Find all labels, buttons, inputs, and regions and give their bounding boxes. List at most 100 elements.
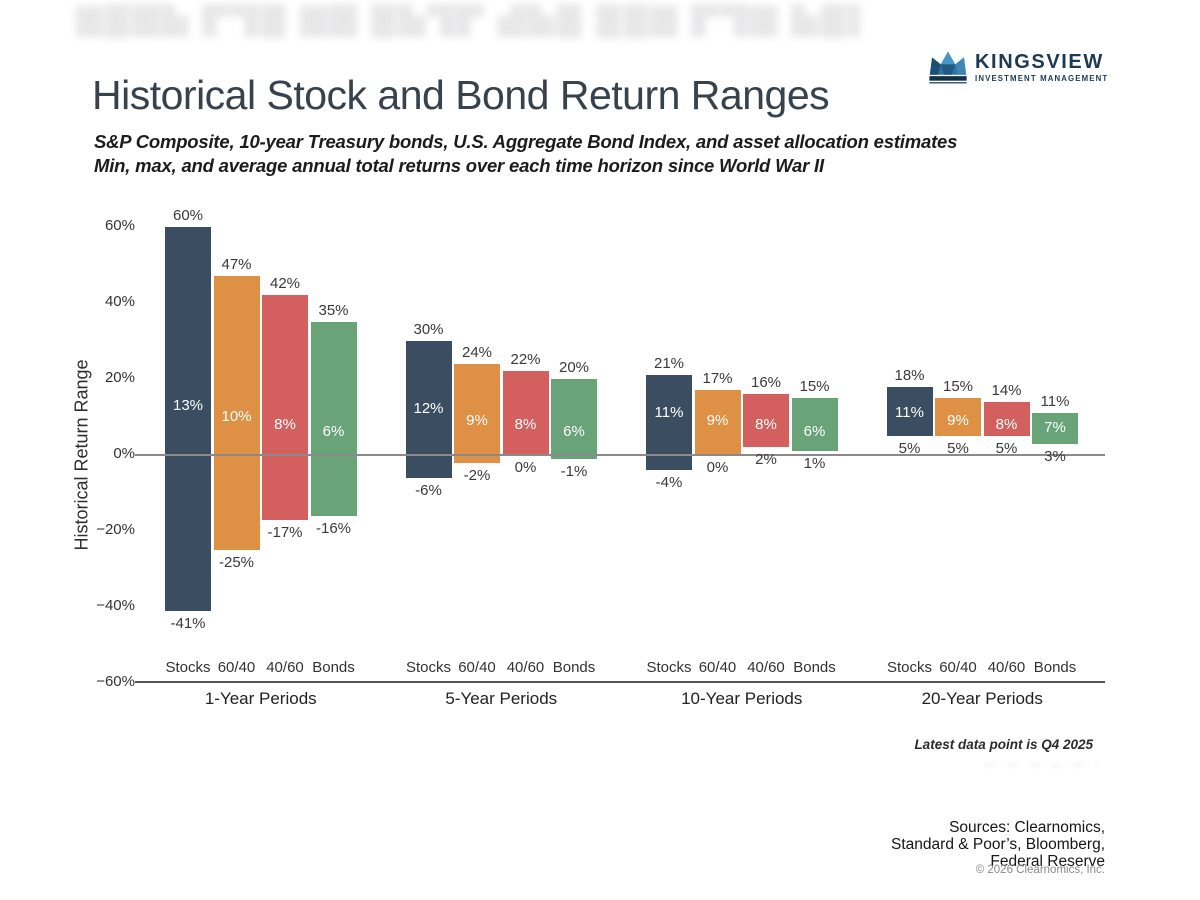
bar-max-label: 21% bbox=[653, 355, 685, 373]
bar-min-label: 1% bbox=[803, 455, 826, 473]
range-bar-bonds bbox=[310, 322, 357, 516]
y-tick-label: 40% bbox=[104, 293, 135, 310]
bar-max-label: 42% bbox=[269, 275, 301, 293]
bar-max-label: 22% bbox=[510, 351, 541, 369]
y-tick-label: −60% bbox=[96, 673, 135, 690]
group-title: 1-Year Periods bbox=[204, 689, 317, 708]
bar-min-label: -1% bbox=[560, 462, 588, 480]
range-bar-40-60 bbox=[502, 371, 549, 455]
bar-avg-label: 8% bbox=[514, 415, 537, 433]
category-label: Bonds bbox=[552, 659, 596, 676]
category-label: Stocks bbox=[886, 659, 932, 676]
page-subtitle: S&P Composite, 10-year Treasury bonds, U… bbox=[94, 130, 957, 178]
subtitle-line-1: S&P Composite, 10-year Treasury bonds, U… bbox=[94, 131, 958, 152]
category-label: 40/60 bbox=[987, 659, 1026, 676]
range-bar-bonds bbox=[791, 398, 838, 452]
range-bar-60-40 bbox=[694, 390, 741, 455]
bar-avg-label: 6% bbox=[563, 423, 585, 441]
range-bar-stocks bbox=[886, 386, 933, 436]
page-title: Historical Stock and Bond Return Ranges bbox=[92, 72, 830, 118]
y-tick-label: 20% bbox=[104, 369, 135, 386]
range-bar-60-40 bbox=[454, 363, 500, 463]
bar-max-label: 60% bbox=[172, 207, 204, 224]
sources-line-3: Federal Reserve bbox=[990, 853, 1105, 870]
bar-min-label: -4% bbox=[655, 474, 683, 492]
bar-avg-label: 11% bbox=[895, 404, 924, 422]
range-bar-60-40 bbox=[935, 398, 981, 436]
bar-max-label: 16% bbox=[750, 374, 782, 392]
category-label: 60/40 bbox=[458, 659, 496, 676]
kingsview-logo: KINGSVIEW INVESTMENT MANAGEMENT bbox=[928, 49, 1108, 86]
x-axis-baseline bbox=[135, 681, 1105, 683]
bar-min-label: -16% bbox=[315, 519, 352, 537]
category-label: Stocks bbox=[646, 659, 692, 676]
bar-avg-label: 13% bbox=[172, 396, 204, 414]
bar-max-label: 17% bbox=[702, 370, 733, 388]
bar-avg-label: 7% bbox=[1044, 419, 1066, 437]
bar-avg-label: 8% bbox=[995, 415, 1018, 433]
range-bar-bonds bbox=[1032, 413, 1078, 444]
group-title: 10-Year Periods bbox=[681, 689, 803, 708]
range-bar-60-40 bbox=[213, 276, 260, 550]
category-label: 40/60 bbox=[266, 659, 304, 676]
sources-line-1: Sources: Clearnomics, bbox=[949, 819, 1105, 836]
bar-max-label: 30% bbox=[413, 321, 444, 338]
bar-max-label: 15% bbox=[942, 378, 974, 395]
y-tick-label: 60% bbox=[104, 217, 135, 234]
bar-avg-label: 9% bbox=[947, 411, 969, 429]
logo-tagline: INVESTMENT MANAGEMENT bbox=[975, 74, 1109, 83]
y-tick-label: −20% bbox=[96, 521, 135, 538]
category-label: 40/60 bbox=[747, 659, 785, 676]
category-label: Bonds bbox=[312, 659, 355, 676]
bar-avg-label: 12% bbox=[413, 400, 444, 418]
range-bar-40-60 bbox=[743, 394, 789, 448]
bar-avg-label: 10% bbox=[221, 408, 252, 425]
bar-max-label: 11% bbox=[1040, 393, 1070, 411]
bar-min-label: -2% bbox=[463, 466, 491, 484]
subtitle-line-2: Min, max, and average annual total retur… bbox=[94, 155, 824, 176]
bar-avg-label: 11% bbox=[654, 404, 684, 422]
bar-max-label: 18% bbox=[894, 366, 925, 384]
category-label: 60/40 bbox=[217, 659, 256, 676]
group-title: 5-Year Periods bbox=[445, 689, 558, 708]
bar-min-label: 5% bbox=[947, 440, 969, 457]
bar-avg-label: 8% bbox=[755, 415, 777, 433]
bar-avg-label: 8% bbox=[274, 415, 296, 433]
bar-min-label: 5% bbox=[898, 440, 921, 457]
category-label: 40/60 bbox=[506, 659, 545, 676]
category-label: 60/40 bbox=[698, 659, 737, 676]
bar-max-label: 20% bbox=[558, 359, 590, 376]
bar-max-label: 47% bbox=[221, 256, 252, 274]
category-label: Bonds bbox=[1033, 659, 1077, 676]
latest-data-note: Latest data point is Q4 2025 bbox=[914, 737, 1093, 752]
blurred-artifact-footer: — — — — — — bbox=[985, 759, 1100, 771]
bar-avg-label: 6% bbox=[322, 423, 345, 441]
logo-name: KINGSVIEW bbox=[975, 51, 1104, 73]
category-label: Stocks bbox=[165, 659, 211, 676]
bar-min-label: 0% bbox=[514, 459, 537, 476]
range-bar-40-60 bbox=[983, 401, 1030, 436]
bar-min-label: 5% bbox=[995, 440, 1018, 457]
logo-text: KINGSVIEW INVESTMENT MANAGEMENT bbox=[975, 49, 1108, 83]
bar-min-label: -25% bbox=[218, 554, 255, 571]
bar-min-label: -41% bbox=[170, 614, 206, 632]
sources-text: Sources: Clearnomics, Standard & Poor’s,… bbox=[891, 819, 1105, 870]
bar-min-label: -6% bbox=[415, 481, 442, 499]
bar-avg-label: 9% bbox=[466, 411, 488, 429]
range-bar-40-60 bbox=[262, 295, 308, 520]
bar-min-label: -17% bbox=[267, 523, 303, 541]
bar-max-label: 15% bbox=[799, 378, 830, 395]
bar-min-label: 2% bbox=[755, 451, 777, 469]
bar-min-label: 0% bbox=[706, 459, 729, 476]
range-bar-stocks bbox=[165, 227, 211, 611]
bar-avg-label: 6% bbox=[803, 423, 826, 441]
zero-gridline bbox=[135, 454, 1105, 456]
crown-icon bbox=[929, 51, 967, 84]
bar-avg-label: 9% bbox=[706, 411, 729, 429]
bar-max-label: 14% bbox=[991, 381, 1022, 399]
category-label: 60/40 bbox=[939, 659, 977, 676]
y-tick-label: −40% bbox=[96, 597, 135, 614]
bar-min-label: 3% bbox=[1044, 447, 1066, 465]
plot-area: 60% 40% 20% 0% −20% −40% −60% 60% -41% 13% Stocks 4… bbox=[96, 207, 1105, 708]
